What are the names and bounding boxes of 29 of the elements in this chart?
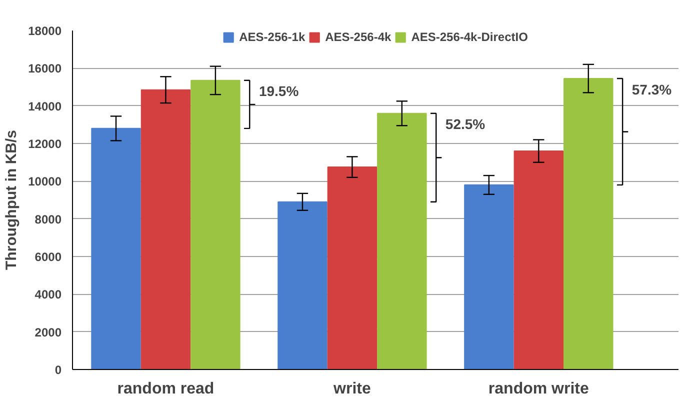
bar	[377, 112, 427, 370]
bar	[91, 128, 141, 370]
legend-label: AES-256-1k	[239, 30, 306, 44]
y-tick-label: 4000	[34, 288, 62, 302]
y-tick-label: 8000	[34, 212, 62, 226]
annotation: 52.5%	[445, 116, 486, 132]
y-tick-label: 16000	[28, 62, 62, 76]
y-tick-label: 6000	[34, 250, 62, 264]
legend-label: AES-256-4k-DirectIO	[411, 30, 528, 44]
y-tick-label: 0	[54, 363, 62, 377]
x-tick-label: random write	[488, 380, 589, 398]
y-tick-label: 2000	[34, 325, 62, 340]
annotation: 57.3%	[632, 81, 672, 98]
bar	[564, 78, 614, 370]
y-axis-title: Throughput in KB/s	[3, 130, 20, 270]
x-tick-label: random read	[117, 380, 214, 398]
bar	[190, 80, 240, 370]
legend-label: AES-256-4k	[325, 30, 392, 44]
y-tick-label: 10000	[28, 174, 62, 189]
bar	[327, 166, 378, 370]
y-tick-label: 18000	[28, 24, 62, 38]
annotation: 19.5%	[258, 83, 300, 100]
y-tick-label: 14000	[28, 99, 62, 114]
x-tick-label: write	[332, 380, 371, 398]
y-tick-label: 12000	[28, 137, 62, 151]
bar	[464, 184, 514, 370]
bar	[140, 89, 191, 370]
bar	[278, 201, 328, 370]
bar	[514, 150, 564, 370]
